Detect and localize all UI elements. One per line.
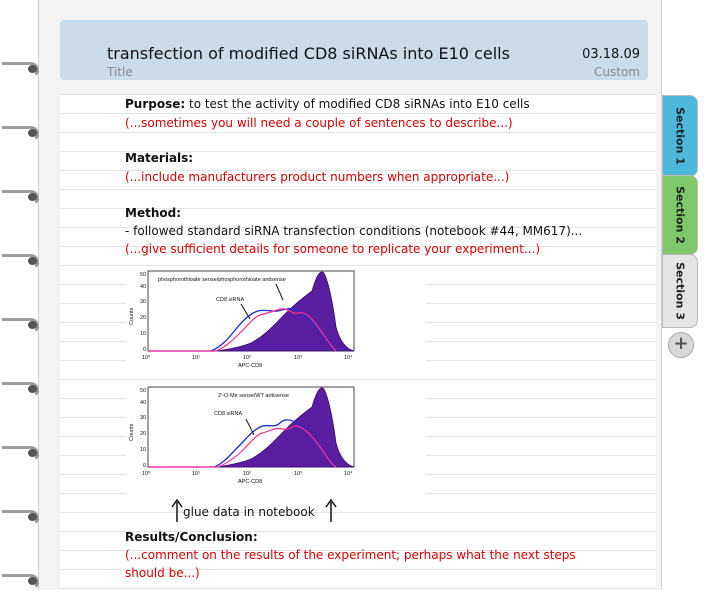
x-tick-label: 10³ [294,355,302,361]
x-tick-label: 10¹ [192,355,200,361]
y-axis-label: Counts [129,423,135,441]
x-tick-label: 10⁴ [344,354,353,361]
method-line: Method: [125,206,181,220]
materials-hint: (...include manufacturers product number… [125,170,510,184]
annotation-arrow [240,303,251,320]
binding-ring [0,318,40,334]
glue-note: glue data in notebook [183,505,315,519]
tab-label: Section 3 [673,262,687,320]
results-line: Results/Conclusion: [125,530,258,544]
y-tick-label: 30 [140,299,146,305]
up-arrow-icon [171,499,183,522]
x-tick-label: 10⁰ [142,354,151,361]
binding-ring [0,574,40,590]
control-histogram [148,387,355,468]
x-tick-label: 10² [243,471,251,477]
figure-annotation: phosphorothioate sense/phosphorothioate … [158,277,286,283]
tab-label: Section 2 [673,186,687,244]
purpose-line: Purpose: to test the activity of modifie… [125,97,530,111]
y-tick-label: 40 [140,284,146,290]
histogram-figure-2: 2'-O-Me sense/WT antisense CD8 siRNA Cou… [126,383,426,495]
add-section-button[interactable]: + [668,332,694,358]
binding-ring [0,382,40,398]
y-tick-label: 50 [140,272,146,278]
page-header: transfection of modified CD8 siRNAs into… [60,20,648,80]
method-heading: Method: [125,206,181,220]
tab-label: Section 1 [673,107,687,165]
binding-ring [0,62,40,78]
purpose-text: to test the activity of modified CD8 siR… [185,97,530,111]
materials-heading: Materials: [125,151,194,165]
figure-annotation: 2'-O-Me sense/WT antisense [218,393,289,399]
control-histogram [148,271,355,352]
y-tick-label: 40 [140,400,146,406]
annotation-arrow [245,418,255,436]
sirna-label: CD8 siRNA [216,297,244,303]
method-hint: (...give sufficient details for someone … [125,242,541,256]
sirna-histogram-replicate [148,308,337,352]
up-arrow-icon [325,499,337,522]
y-tick-label: 20 [140,315,146,321]
x-axis-label: APC-CD8 [238,479,262,485]
x-tick-label: 10³ [294,471,302,477]
results-heading: Results/Conclusion: [125,530,258,544]
y-tick-label: 50 [140,388,146,394]
notes-area[interactable]: Purpose: to test the activity of modifie… [60,94,656,591]
purpose-heading: Purpose: [125,97,186,111]
results-hint-2: should be...) [125,566,200,580]
x-tick-label: 10⁴ [344,470,353,477]
tab-section-1[interactable]: Section 1 [662,95,698,177]
binding-ring [0,254,40,270]
materials-line: Materials: [125,151,193,165]
sirna-histogram-replicate [148,425,337,468]
sirna-label: CD8 siRNA [214,411,242,417]
binding-ring [0,190,40,206]
x-axis-label: APC-CD8 [238,363,262,369]
page-title[interactable]: transfection of modified CD8 siRNAs into… [107,44,510,63]
x-tick-label: 10⁰ [142,470,151,477]
y-tick-label: 0 [143,347,146,353]
method-text: - followed standard siRNA transfection c… [125,224,583,238]
y-tick-label: 0 [143,463,146,469]
page-date[interactable]: 03.18.09 [582,47,640,62]
y-axis-label: Counts [129,307,135,325]
histogram-figure-1: phosphorothioate sense/phosphorothioate … [126,267,426,379]
x-tick-label: 10¹ [192,471,200,477]
x-tick-label: 10² [243,355,251,361]
results-hint-1: (...comment on the results of the experi… [125,548,576,562]
y-tick-label: 30 [140,415,146,421]
title-field-label: Title [107,65,133,79]
custom-field-label: Custom [594,65,640,79]
purpose-hint: (...sometimes you will need a couple of … [125,116,513,130]
binding-ring [0,126,40,142]
annotation-arrow [275,283,284,301]
y-tick-label: 10 [140,331,146,337]
tab-section-2[interactable]: Section 2 [662,175,698,255]
binding-ring [0,446,40,462]
tab-section-3[interactable]: Section 3 [662,254,698,328]
y-tick-label: 10 [140,447,146,453]
sirna-histogram [148,308,337,352]
y-tick-label: 20 [140,431,146,437]
binding-ring [0,510,40,526]
